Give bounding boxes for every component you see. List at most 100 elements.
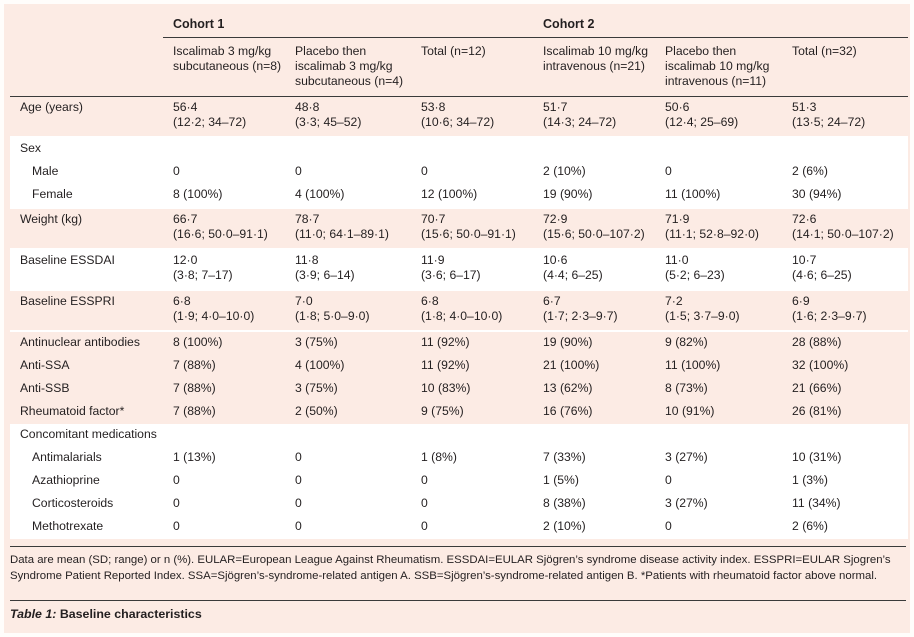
row-label: Corticosteroids — [10, 493, 163, 516]
table-cell: 0 — [411, 470, 534, 493]
table-cell: 13 (62%) — [533, 378, 656, 401]
table-cell: 10 (91%) — [655, 401, 783, 424]
cell-value: 3 (75%) — [295, 335, 338, 349]
cell-value: 7·0 — [295, 294, 313, 308]
row-label: Age (years) — [10, 96, 163, 137]
table-cell: 53·8 (10·6; 34–72) — [411, 96, 534, 137]
cell-detail: (13·5; 24–72) — [792, 115, 866, 129]
table-row: Female 8 (100%) 4 (100%) 12 (100%) 19 (90%) 1… — [10, 184, 909, 208]
cell-value: 10 (83%) — [421, 381, 471, 395]
cell-detail: (1·9; 4·0–10·0) — [173, 309, 255, 323]
cell-detail: (10·6; 34–72) — [421, 115, 495, 129]
cell-detail: (1·5; 3·7–9·0) — [665, 309, 740, 323]
cell-value: 72·9 — [543, 212, 568, 226]
table-cell: 8 (73%) — [655, 378, 783, 401]
cell-value: 8 (100%) — [173, 335, 223, 349]
table-cell: 2 (10%) — [533, 516, 656, 539]
cell-value: 11·0 — [665, 253, 689, 267]
table-cell: 3 (27%) — [655, 447, 783, 470]
table-cell: 11 (92%) — [411, 355, 534, 378]
table-cell: 10·6 (4·4; 6–25) — [533, 249, 656, 290]
table-cell: 0 — [411, 493, 534, 516]
table-row: Anti-SSA 7 (88%) 4 (100%) 11 (92%) 21 (100%)… — [10, 355, 909, 378]
cell-value: 0 — [665, 519, 672, 533]
cell-value: 10·6 — [543, 253, 568, 267]
cell-value: 1 (3%) — [792, 473, 828, 487]
cell-value: 11 (92%) — [421, 358, 470, 372]
row-label: Female — [10, 184, 163, 208]
cell-value: 30 (94%) — [792, 187, 842, 201]
table-cell: 11 (100%) — [655, 355, 783, 378]
cohort-1-header: Cohort 1 — [163, 9, 534, 38]
table-cell — [411, 137, 534, 161]
cell-value: 9 (75%) — [421, 404, 464, 418]
table-cell: 1 (8%) — [411, 447, 534, 470]
cell-detail: (14·3; 24–72) — [543, 115, 617, 129]
cell-detail: (3·3; 45–52) — [295, 115, 362, 129]
table-cell: 7 (88%) — [163, 378, 285, 401]
cell-value: 0 — [665, 164, 672, 178]
table-cell — [782, 137, 909, 161]
table-cell: 0 — [285, 493, 411, 516]
table-cell: 66·7 (16·6; 50·0–91·1) — [163, 208, 285, 249]
table-cell: 50·6 (12·4; 25–69) — [655, 96, 783, 137]
table-cell: 21 (100%) — [533, 355, 656, 378]
cell-value: 21 (100%) — [543, 358, 600, 372]
table-cell: 0 — [285, 470, 411, 493]
cell-detail: (11·1; 52·8–92·0) — [665, 227, 759, 241]
table-cell: 0 — [285, 447, 411, 470]
table-cell: 26 (81%) — [782, 401, 909, 424]
table-row: Age (years) 56·4 (12·2; 34–72) 48·8 (3·3; 45… — [10, 96, 909, 137]
cell-value: 11 (100%) — [665, 187, 721, 201]
caption-label: Table 1: — [10, 607, 57, 621]
table-cell: 0 — [163, 516, 285, 539]
cell-value: 53·8 — [421, 100, 446, 114]
cell-detail: (1·8; 4·0–10·0) — [421, 309, 503, 323]
table-row: Weight (kg) 66·7 (16·6; 50·0–91·1) 78·7 (11·… — [10, 208, 909, 249]
table-cell: 8 (100%) — [163, 184, 285, 208]
table-cell: 2 (6%) — [782, 161, 909, 184]
cell-value: 0 — [421, 519, 428, 533]
table-cell — [655, 137, 783, 161]
cell-value: 2 (10%) — [543, 519, 586, 533]
table-cell: 6·7 (1·7; 2·3–9·7) — [533, 290, 656, 331]
cell-value: 21 (66%) — [792, 381, 842, 395]
cell-value: 0 — [295, 473, 302, 487]
cell-value: 2 (6%) — [792, 164, 828, 178]
column-header: Placebo then iscalimab 3 mg/kg subcutane… — [295, 44, 404, 88]
cell-value: 19 (90%) — [543, 187, 593, 201]
cell-value: 32 (100%) — [792, 358, 849, 372]
table-cell: 78·7 (11·0; 64·1–89·1) — [285, 208, 411, 249]
table-cell: 4 (100%) — [285, 184, 411, 208]
baseline-characteristics-table: Cohort 1 Cohort 2 Iscalimab 3 mg/kg subc… — [10, 9, 909, 539]
table-cell: 4 (100%) — [285, 355, 411, 378]
table-cell — [533, 137, 656, 161]
table-cell: 7 (88%) — [163, 355, 285, 378]
table-footnote: Data are mean (SD; range) or n (%). EULA… — [10, 546, 906, 584]
cell-value: 7·2 — [665, 294, 683, 308]
cell-value: 2 (6%) — [792, 519, 828, 533]
cell-value: 11·8 — [295, 253, 319, 267]
table-cell: 12 (100%) — [411, 184, 534, 208]
table-row: Baseline ESSDAI 12·0 (3·8; 7–17) 11·8 (3·9; … — [10, 249, 909, 290]
cell-value: 6·8 — [173, 294, 191, 308]
cell-value: 71·9 — [665, 212, 690, 226]
cell-value: 72·6 — [792, 212, 817, 226]
cell-detail: (1·8; 5·0–9·0) — [295, 309, 370, 323]
table-cell: 51·3 (13·5; 24–72) — [782, 96, 909, 137]
table-cell: 19 (90%) — [533, 331, 656, 355]
table-cell — [285, 137, 411, 161]
table-row: Baseline ESSPRI 6·8 (1·9; 4·0–10·0) 7·0 (1·8… — [10, 290, 909, 331]
row-label: Baseline ESSDAI — [10, 249, 163, 290]
table-row: Concomitant medications — [10, 424, 909, 447]
table-cell: 11·9 (3·6; 6–17) — [411, 249, 534, 290]
table-cell: 0 — [285, 161, 411, 184]
cell-detail: (12·2; 34–72) — [173, 115, 247, 129]
table-cell — [655, 424, 783, 447]
table-cell: 6·9 (1·6; 2·3–9·7) — [782, 290, 909, 331]
row-label: Anti-SSA — [10, 355, 163, 378]
cell-value: 16 (76%) — [543, 404, 593, 418]
cell-value: 10·7 — [792, 253, 817, 267]
cell-value: 1 (8%) — [421, 450, 457, 464]
cell-detail: (12·4; 25–69) — [665, 115, 739, 129]
